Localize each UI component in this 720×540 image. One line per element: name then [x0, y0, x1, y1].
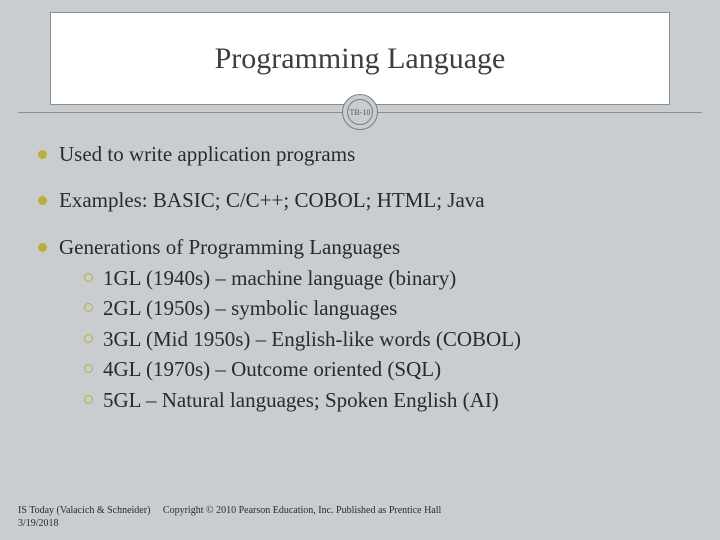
- title-box: Programming Language: [50, 12, 670, 105]
- bullet-text: Generations of Programming Languages: [59, 233, 682, 261]
- bullet-item: Used to write application programs: [38, 140, 682, 168]
- bullet-dot-icon: [38, 243, 47, 252]
- bullet-ring-icon: [84, 303, 93, 312]
- bullet-item: Examples: BASIC; C/C++; COBOL; HTML; Jav…: [38, 186, 682, 214]
- slide: Programming Language TB-10 Used to write…: [0, 0, 720, 540]
- footer-date: 3/19/2018: [18, 517, 441, 530]
- sub-bullet-item: 2GL (1950s) – symbolic languages: [84, 293, 682, 323]
- sub-bullet-item: 1GL (1940s) – machine language (binary): [84, 263, 682, 293]
- sub-bullet-text: 4GL (1970s) – Outcome oriented (SQL): [103, 354, 441, 384]
- slide-title: Programming Language: [215, 42, 506, 76]
- bullet-dot-icon: [38, 150, 47, 159]
- bullet-dot-icon: [38, 196, 47, 205]
- bullet-text: Examples: BASIC; C/C++; COBOL; HTML; Jav…: [59, 186, 682, 214]
- sub-bullet-item: 5GL – Natural languages; Spoken English …: [84, 385, 682, 415]
- sub-bullet-text: 1GL (1940s) – machine language (binary): [103, 263, 456, 293]
- sub-bullet-text: 2GL (1950s) – symbolic languages: [103, 293, 397, 323]
- footer-copyright: Copyright © 2010 Pearson Education, Inc.…: [163, 505, 441, 516]
- bullet-ring-icon: [84, 364, 93, 373]
- content-area: Used to write application programs Examp…: [38, 140, 682, 415]
- sub-bullet-text: 3GL (Mid 1950s) – English-like words (CO…: [103, 324, 521, 354]
- footer: IS Today (Valacich & Schneider) Copyrigh…: [18, 504, 441, 530]
- bullet-ring-icon: [84, 334, 93, 343]
- bullet-ring-icon: [84, 273, 93, 282]
- slide-number-badge: TB-10: [342, 94, 378, 130]
- bullet-item: Generations of Programming Languages: [38, 233, 682, 261]
- badge-text: TB-10: [347, 99, 373, 125]
- sub-list: 1GL (1940s) – machine language (binary) …: [84, 263, 682, 415]
- sub-bullet-text: 5GL – Natural languages; Spoken English …: [103, 385, 499, 415]
- sub-bullet-item: 4GL (1970s) – Outcome oriented (SQL): [84, 354, 682, 384]
- footer-source: IS Today (Valacich & Schneider): [18, 505, 150, 516]
- bullet-ring-icon: [84, 395, 93, 404]
- bullet-text: Used to write application programs: [59, 140, 682, 168]
- sub-bullet-item: 3GL (Mid 1950s) – English-like words (CO…: [84, 324, 682, 354]
